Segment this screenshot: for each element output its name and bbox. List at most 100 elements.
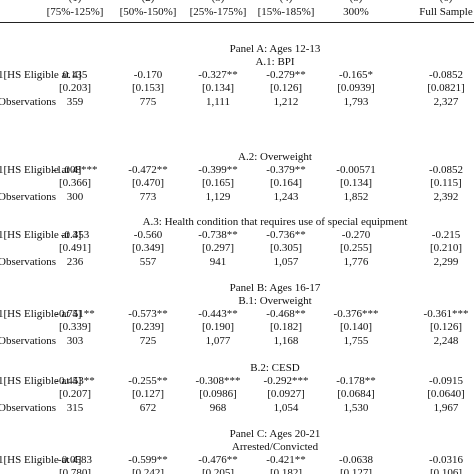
std-error: [0.134] bbox=[201, 82, 235, 94]
row-label: 1[HS Eligible at 4] bbox=[0, 454, 82, 466]
row-label: Observations bbox=[0, 335, 57, 347]
std-error: [0.140] bbox=[339, 321, 373, 333]
observations: 557 bbox=[139, 256, 157, 268]
column-sample: [15%-185%] bbox=[257, 6, 315, 18]
observations: 775 bbox=[139, 96, 157, 108]
std-error: [0.134] bbox=[339, 177, 373, 189]
coefficient: -0.0852 bbox=[429, 69, 463, 81]
observations: 1,776 bbox=[343, 256, 369, 268]
observations: 2,299 bbox=[433, 256, 459, 268]
observations: 725 bbox=[139, 335, 157, 347]
std-error: [0.0927] bbox=[267, 388, 305, 400]
section-title: A.2: Overweight bbox=[238, 151, 312, 163]
column-sample: [75%-125%] bbox=[46, 6, 104, 18]
coefficient: -0.0915 bbox=[429, 375, 463, 387]
observations: 303 bbox=[66, 335, 84, 347]
observations: 1,755 bbox=[343, 335, 369, 347]
coefficient: -0.453** bbox=[55, 375, 95, 387]
observations: 1,212 bbox=[273, 96, 299, 108]
column-number: (5) bbox=[350, 0, 363, 5]
coefficient: -0.353 bbox=[60, 229, 90, 241]
column-sample: Full Sample bbox=[419, 6, 473, 18]
observations: 1,168 bbox=[273, 335, 299, 347]
coefficient: -0.279** bbox=[266, 69, 306, 81]
coefficient: -0.736** bbox=[266, 229, 306, 241]
observations: 1,967 bbox=[433, 402, 459, 414]
coefficient: -0.379** bbox=[266, 164, 306, 176]
coefficient: -0.0316 bbox=[429, 454, 463, 466]
std-error: [0.349] bbox=[131, 242, 165, 254]
section-title: A.1: BPI bbox=[255, 56, 295, 68]
observations: 236 bbox=[66, 256, 84, 268]
coefficient: -0.476** bbox=[198, 454, 238, 466]
row-label: 1[HS Eligible at 4] bbox=[0, 375, 82, 387]
observations: 1,057 bbox=[273, 256, 299, 268]
section-title: B.1: Overweight bbox=[238, 295, 312, 307]
coefficient: -0.376*** bbox=[333, 308, 379, 320]
std-error: [0.182] bbox=[269, 467, 303, 474]
observations: 1,111 bbox=[206, 96, 230, 108]
coefficient: -0.599** bbox=[128, 454, 168, 466]
std-error: [0.205] bbox=[201, 467, 235, 474]
observations: 968 bbox=[209, 402, 227, 414]
observations: 672 bbox=[139, 402, 157, 414]
std-error: [0.366] bbox=[58, 177, 92, 189]
std-error: [0.255] bbox=[339, 242, 373, 254]
std-error: [0.207] bbox=[58, 388, 92, 400]
observations: 359 bbox=[66, 96, 84, 108]
row-label: 1[HS Eligible at 4] bbox=[0, 308, 82, 320]
coefficient: -0.270 bbox=[341, 229, 371, 241]
observations: 941 bbox=[209, 256, 227, 268]
coefficient: -0.472** bbox=[128, 164, 168, 176]
coefficient: -0.178** bbox=[336, 375, 376, 387]
coefficient: -0.00571 bbox=[336, 164, 376, 176]
observations: 2,392 bbox=[433, 191, 459, 203]
row-label: Observations bbox=[0, 96, 57, 108]
row-label: Observations bbox=[0, 191, 57, 203]
coefficient: -0.0638 bbox=[339, 454, 373, 466]
observations: 1,852 bbox=[343, 191, 369, 203]
row-label: 1[HS Eligible at 4] bbox=[0, 164, 82, 176]
column-number: (6) bbox=[440, 0, 453, 5]
std-error: [0.0684] bbox=[337, 388, 375, 400]
section-title: B.2: CESD bbox=[250, 362, 300, 374]
coefficient: -1.008*** bbox=[52, 164, 98, 176]
std-error: [0.165] bbox=[201, 177, 235, 189]
std-error: [0.0986] bbox=[199, 388, 237, 400]
coefficient: -0.560 bbox=[133, 229, 163, 241]
column-number: (4) bbox=[280, 0, 293, 5]
std-error: [0.339] bbox=[58, 321, 92, 333]
observations: 1,054 bbox=[273, 402, 299, 414]
std-error: [0.470] bbox=[131, 177, 165, 189]
row-label: 1[HS Eligible at 4] bbox=[0, 69, 82, 81]
std-error: [0.182] bbox=[269, 321, 303, 333]
coefficient: -0.292*** bbox=[263, 375, 309, 387]
observations: 1,793 bbox=[343, 96, 369, 108]
std-error: [0.190] bbox=[201, 321, 235, 333]
std-error: [0.239] bbox=[131, 321, 165, 333]
row-label: Observations bbox=[0, 402, 57, 414]
std-error: [0.127] bbox=[339, 467, 373, 474]
column-number: (1) bbox=[69, 0, 82, 5]
coefficient: 0.135 bbox=[62, 69, 88, 81]
std-error: [0.203] bbox=[58, 82, 92, 94]
observations: 1,129 bbox=[205, 191, 231, 203]
std-error: [0.242] bbox=[131, 467, 165, 474]
std-error: [0.164] bbox=[269, 177, 303, 189]
column-sample: [25%-175%] bbox=[189, 6, 247, 18]
std-error: [0.0939] bbox=[337, 82, 375, 94]
observations: 1,243 bbox=[273, 191, 299, 203]
observations: 2,248 bbox=[433, 335, 459, 347]
coefficient: -0.751** bbox=[55, 308, 95, 320]
panel-heading: Panel B: Ages 16-17 bbox=[229, 282, 321, 294]
std-error: [0.106] bbox=[429, 467, 463, 474]
std-error: [0.0821] bbox=[427, 82, 465, 94]
observations: 773 bbox=[139, 191, 157, 203]
column-sample: 300% bbox=[343, 6, 369, 18]
std-error: [0.153] bbox=[131, 82, 165, 94]
coefficient: -0.443** bbox=[198, 308, 238, 320]
coefficient: -0.399** bbox=[198, 164, 238, 176]
column-number: (2) bbox=[142, 0, 155, 5]
coefficient: -0.165* bbox=[339, 69, 373, 81]
